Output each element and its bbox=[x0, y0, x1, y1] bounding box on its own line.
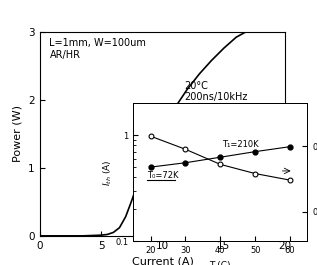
Text: L=1mm, W=100um
AR/HR: L=1mm, W=100um AR/HR bbox=[49, 38, 146, 60]
Text: T₀=72K: T₀=72K bbox=[147, 171, 178, 180]
X-axis label: Current (A): Current (A) bbox=[132, 256, 193, 265]
X-axis label: T (C): T (C) bbox=[210, 260, 231, 265]
Y-axis label: $I_{th}$ (A): $I_{th}$ (A) bbox=[101, 159, 114, 186]
Text: 20°C
200ns/10kHz: 20°C 200ns/10kHz bbox=[168, 81, 248, 128]
Text: T₁=210K: T₁=210K bbox=[222, 140, 259, 149]
Y-axis label: Power (W): Power (W) bbox=[13, 105, 23, 162]
